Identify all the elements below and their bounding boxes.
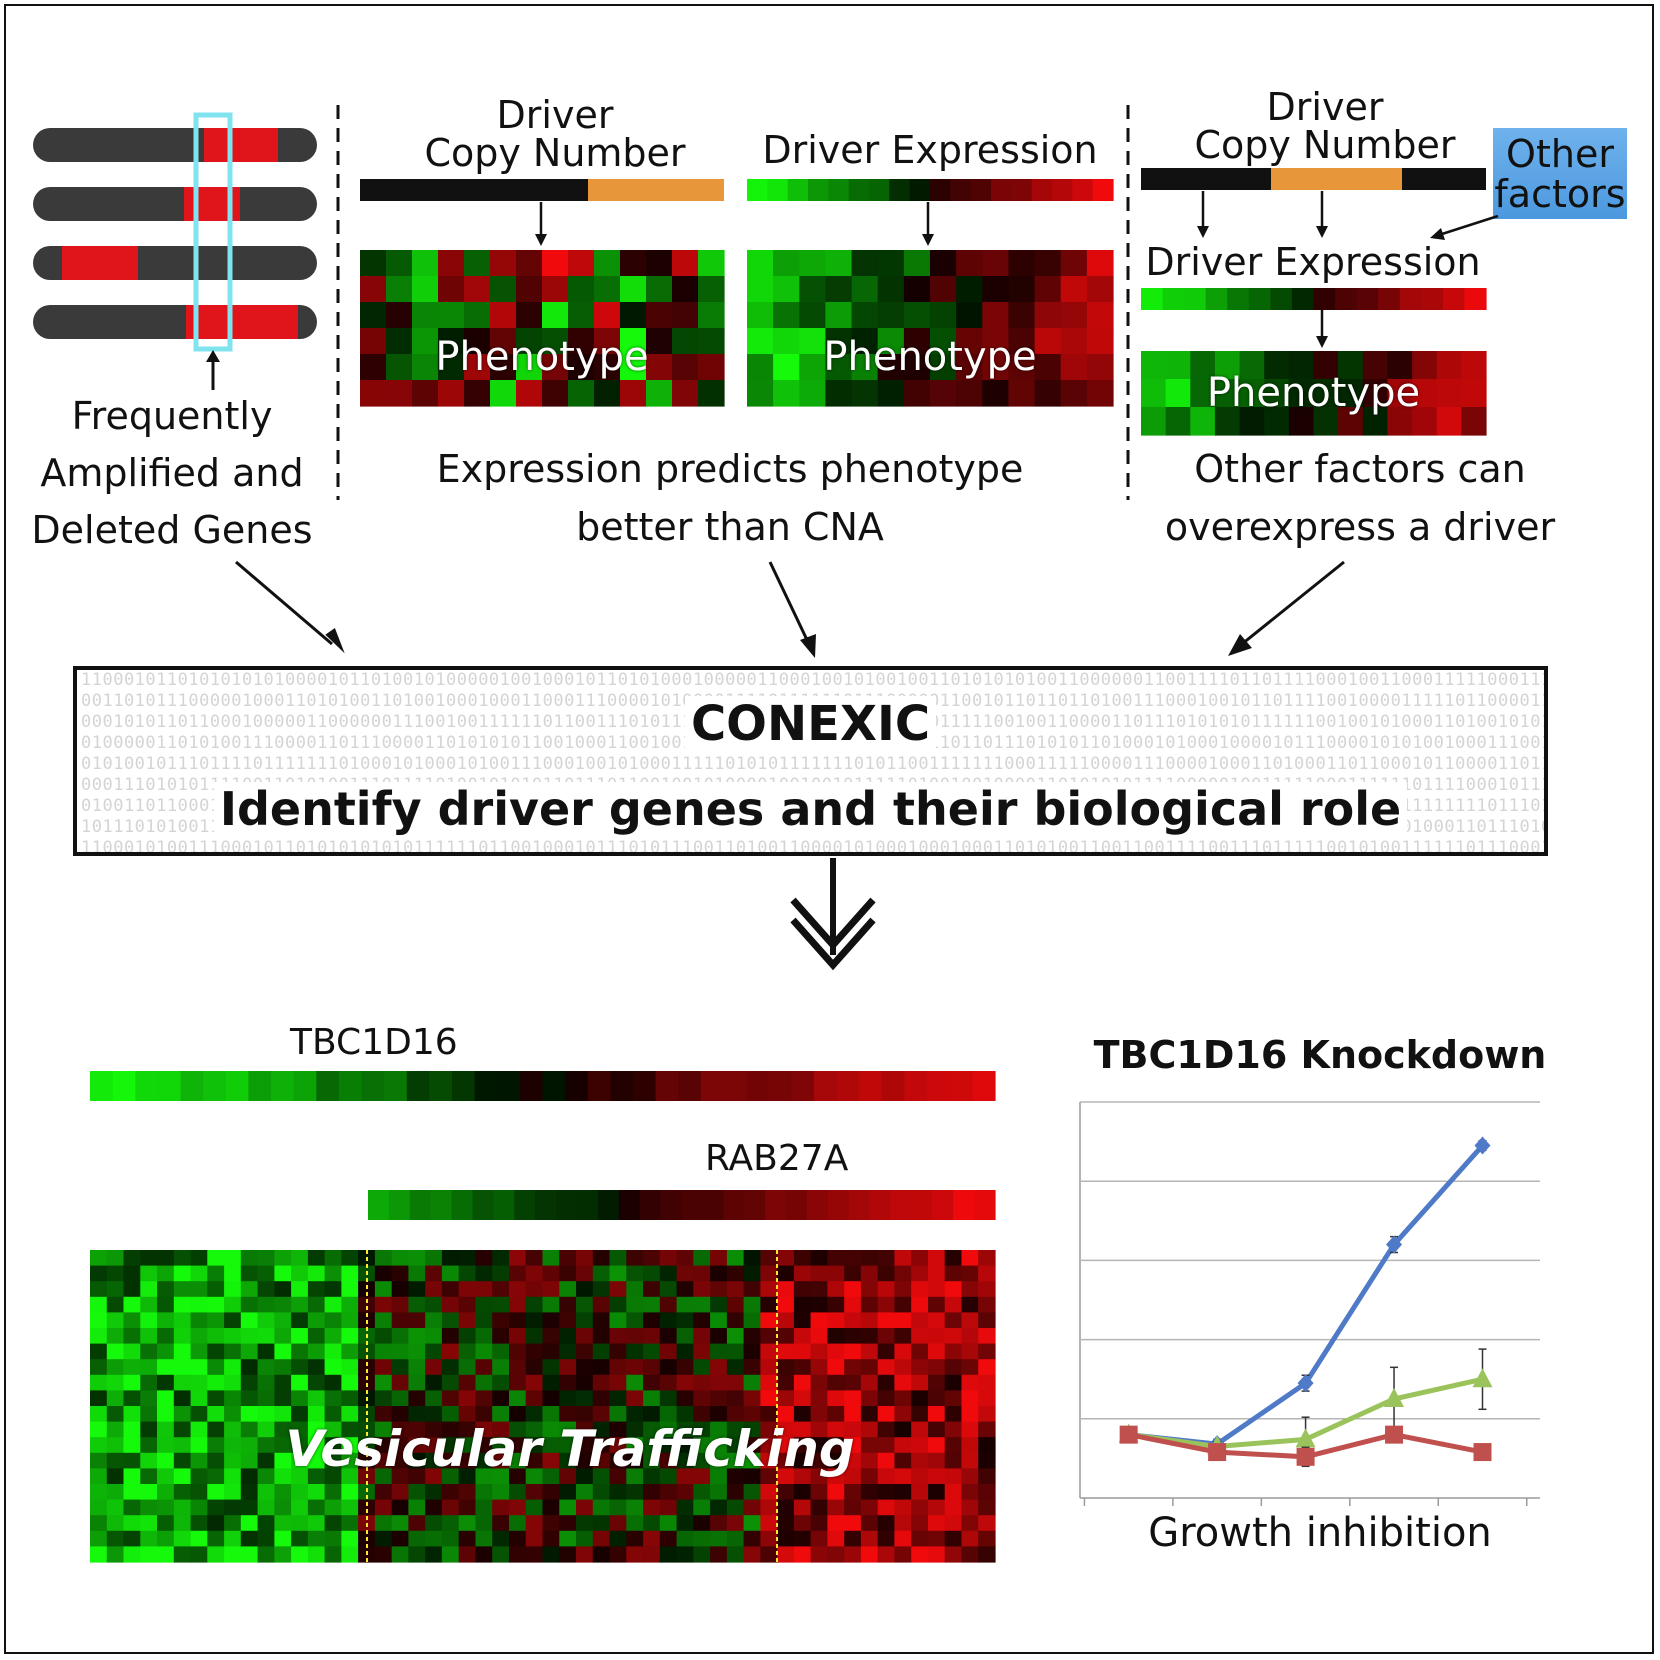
panel3-caption-line1: Other factors can [1194,447,1526,491]
panel3-phenotype-label: Phenotype [1206,370,1421,416]
data-point [1472,1368,1493,1388]
other-factors-box: Other factors [1493,128,1627,219]
panel3-arrow-down [1316,310,1328,348]
chromosome-1 [33,128,317,162]
data-point [1296,1447,1315,1466]
panel2-phenotype-heatmap-left [360,250,725,407]
panel2-caption: Expression predicts phenotype better tha… [350,440,1110,556]
panel1-caption-line1: Frequently [71,394,273,438]
panel2-cn-label-line2: Copy Number [424,131,686,175]
panel3-phenotype-heatmap [1141,351,1487,436]
data-point [1385,1425,1404,1444]
data-point [1295,1428,1316,1448]
gene1-expression-bar [90,1071,996,1101]
chart-series-3 [1119,1425,1492,1468]
conexic-subtitle: Identify driver genes and their biologic… [77,782,1544,836]
series-line [1128,1143,1485,1447]
conexic-subtitle-text: Identify driver genes and their biologic… [213,782,1408,836]
panel3-expression-bar [1141,288,1487,310]
data-point [1119,1425,1138,1444]
panel3-caption-line2: overexpress a driver [1164,505,1556,549]
gene2-label: RAB27A [705,1138,849,1179]
panel3-copy-number-bar [1141,168,1486,190]
panel2-expression-bar [747,179,1114,201]
panel3-expr-label: Driver Expression [1145,240,1481,284]
chart-xlabel: Growth inhibition [1148,1510,1492,1556]
data-point [1297,1374,1314,1393]
chart-title: TBC1D16 Knockdown [1093,1033,1547,1077]
panel2-caption-line1: Expression predicts phenotype [436,447,1024,491]
gene2-expression-bar [368,1190,996,1220]
panel2-cn-label-line1: Driver [496,93,614,137]
panel3-cn-label-line1: Driver [1266,85,1384,129]
panel2-phenotype-heatmap-right [747,250,1114,407]
chromosome-3 [33,246,317,280]
chart-series [1118,1136,1493,1468]
highlight-box [193,112,233,352]
panel2-phenotype-right-label: Phenotype [823,334,1037,380]
other-factors-line2: factors [1494,172,1626,216]
arrow-panel1-to-conexic [235,560,345,654]
panel1-caption-line3: Deleted Genes [31,508,313,552]
chart-series-1 [1120,1136,1491,1454]
arrow-panel2-to-conexic [768,561,816,658]
gene1-label: TBC1D16 [290,1022,458,1063]
panel1-caption: Frequently Amplified and Deleted Genes [12,388,332,559]
chromosome-4 [33,305,317,339]
conexic-title: CONEXIC [77,696,1544,752]
data-point [1384,1388,1405,1407]
panel2-caption-line2: better than CNA [576,505,884,549]
data-point [1386,1235,1403,1254]
up-arrow [206,350,220,390]
arrow-panel3-to-conexic [1228,560,1345,656]
panel2-phenotype-left-label: Phenotype [435,334,649,380]
chart-grid [1079,1101,1540,1506]
conexic-title-text: CONEXIC [684,696,937,752]
vesicular-trafficking-heatmap [90,1250,996,1563]
figure-frame [4,4,1654,1654]
other-factors-line1: Other [1506,132,1614,176]
conexic-box: 1100010110101010101000010110100101000001… [73,666,1548,856]
panel3-arrow-2 [1316,191,1328,238]
data-point [1473,1443,1492,1462]
data-point [1208,1443,1227,1462]
panel3-arrow-other [1430,214,1499,240]
panel1-caption-line2: Amplified and [40,451,304,495]
panel3-cn-label: Driver Copy Number [1150,88,1500,164]
panel3-cn-label-line2: Copy Number [1194,123,1456,167]
panel2-arrow-right [922,202,934,246]
panel3-caption: Other factors can overexpress a driver [1130,440,1590,556]
panel2-copy-number-bar [360,179,724,201]
panel3-arrow-1 [1197,191,1209,238]
panel2-expr-label: Driver Expression [762,128,1098,172]
data-point [1474,1136,1491,1155]
panel2-arrow-left [535,202,547,246]
panel2-cn-label: Driver Copy Number [380,96,730,172]
heatmap-label: Vesicular Trafficking [285,1420,855,1478]
